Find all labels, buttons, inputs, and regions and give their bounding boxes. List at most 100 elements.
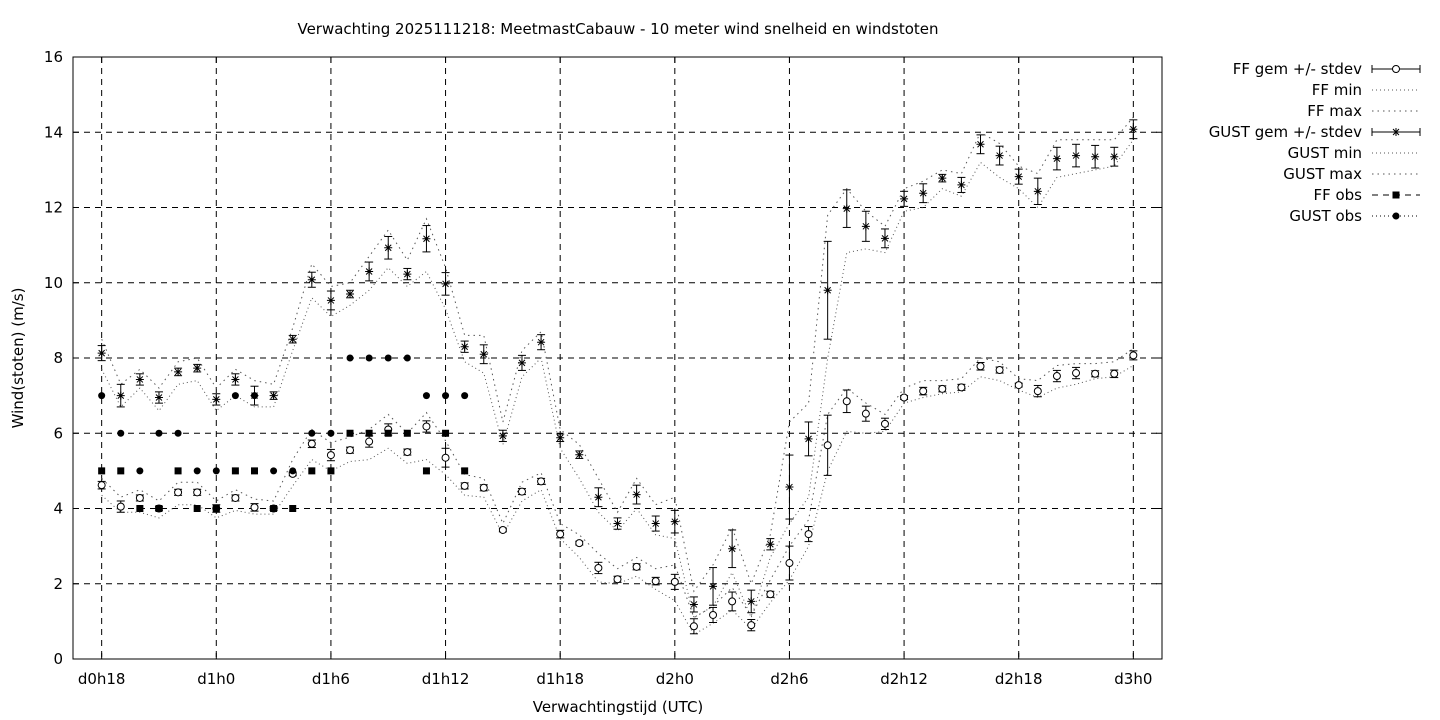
gust-mean-point	[747, 597, 756, 606]
ff-mean-point	[365, 437, 374, 446]
gust-obs-point	[136, 467, 144, 475]
gust-mean-point	[1033, 187, 1042, 196]
legend-label: FF max	[1307, 102, 1362, 120]
ff-mean-point	[1072, 369, 1081, 378]
x-tick-label: d2h0	[656, 670, 694, 688]
gust-obs-point	[346, 354, 354, 362]
ff-mean-point	[900, 393, 909, 402]
gust-mean-point	[957, 180, 966, 189]
ff-mean-point	[422, 422, 431, 431]
ff-mean-point	[995, 366, 1004, 375]
gust-mean-point	[422, 234, 431, 243]
ff-mean-point	[804, 530, 813, 539]
gust-mean-point	[460, 342, 469, 351]
x-tick-label: d0h18	[78, 670, 126, 688]
ff-mean-point	[307, 439, 316, 448]
ff-obs-point	[403, 429, 411, 437]
chart-title: Verwachting 2025111218: MeetmastCabauw -…	[297, 20, 938, 38]
ff-mean-point	[537, 477, 546, 486]
gust-mean-point	[1072, 151, 1081, 160]
gust-mean-point	[900, 194, 909, 203]
gust-mean-point	[919, 189, 928, 198]
ff-max-line	[101, 348, 1134, 619]
ff-mean-point	[785, 559, 794, 568]
ff-obs-point	[461, 467, 469, 475]
gust-mean-point	[556, 433, 565, 442]
gust-obs-point	[384, 354, 392, 362]
gust-mean-point	[212, 395, 221, 404]
ff-mean-point	[346, 446, 355, 455]
x-tick-label: d1h12	[422, 670, 470, 688]
ff-obs-point	[174, 467, 182, 475]
legend-label: FF gem +/- stdev	[1233, 60, 1362, 78]
ff-obs-point	[136, 505, 144, 512]
ff-mean-point	[1091, 369, 1100, 378]
legend-swatch-marker	[1392, 65, 1400, 73]
gust-obs-point	[461, 392, 469, 400]
ff-mean-point	[594, 563, 603, 572]
ff-mean-point	[174, 488, 183, 497]
legend-label: FF obs	[1313, 186, 1362, 204]
gust-obs-point	[442, 392, 450, 400]
ff-mean-point	[517, 487, 526, 496]
gust-mean-point	[823, 286, 832, 295]
ff-obs-point	[251, 467, 258, 475]
ff-mean-point	[747, 621, 756, 630]
ff-mean-point	[1052, 372, 1061, 381]
gust-mean-point	[709, 582, 718, 591]
gust-mean-point	[154, 393, 163, 402]
gust-mean-point	[365, 267, 374, 276]
x-tick-label: d2h12	[880, 670, 928, 688]
gust-mean-point	[613, 519, 622, 528]
gust-obs-point	[308, 429, 316, 437]
ff-mean-point	[957, 383, 966, 392]
x-tick-label: d1h0	[197, 670, 235, 688]
legend-label: GUST gem +/- stdev	[1209, 123, 1362, 141]
ff-mean-point	[1110, 369, 1119, 378]
ff-mean-point	[441, 453, 450, 462]
gust-mean-point	[1052, 154, 1061, 163]
gust-mean-point	[1129, 125, 1138, 134]
gust-mean-point	[976, 140, 985, 149]
gust-mean-point	[441, 279, 450, 288]
y-tick-label: 2	[53, 575, 63, 593]
gust-obs-point	[117, 429, 125, 437]
ff-mean-point	[842, 397, 851, 406]
ff-mean-point	[135, 493, 144, 502]
gust-mean-point	[498, 431, 507, 440]
ff-obs-point	[270, 505, 278, 512]
ff-mean-point	[613, 575, 622, 584]
gust-mean-point	[174, 367, 183, 376]
ff-mean-point	[231, 493, 240, 502]
legend-label: GUST obs	[1289, 207, 1362, 225]
gust-mean-point	[804, 434, 813, 443]
ff-obs-point	[365, 429, 373, 437]
legend-label: GUST min	[1288, 144, 1362, 162]
legend-swatch-marker	[1392, 191, 1400, 199]
series-markers	[97, 125, 1138, 631]
ff-obs-point	[346, 429, 354, 437]
gust-obs-point	[193, 467, 201, 475]
x-tick-label: d2h6	[770, 670, 808, 688]
ff-mean-point	[498, 525, 507, 534]
gust-mean-point	[995, 151, 1004, 160]
gust-mean-point	[403, 270, 412, 279]
ff-obs-point	[289, 505, 297, 512]
ff-mean-point	[1033, 387, 1042, 396]
gust-min-line	[101, 139, 1134, 620]
gust-mean-point	[479, 350, 488, 359]
gust-obs-point	[251, 392, 258, 400]
gust-obs-point	[327, 429, 335, 437]
gust-obs-point	[289, 467, 297, 475]
ff-obs-point	[117, 467, 125, 475]
ff-mean-point	[728, 597, 737, 606]
y-tick-label: 10	[44, 274, 63, 292]
ff-mean-point	[193, 488, 202, 497]
gust-mean-point	[689, 600, 698, 609]
y-tick-label: 8	[53, 349, 63, 367]
gust-obs-point	[403, 354, 411, 362]
gust-mean-point	[861, 222, 870, 231]
gust-mean-point	[116, 391, 125, 400]
